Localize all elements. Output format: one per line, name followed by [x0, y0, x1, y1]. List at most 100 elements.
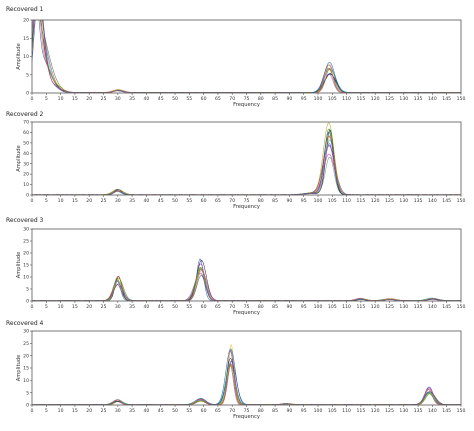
y-tick-label: 0 [26, 299, 29, 305]
plot-frame [31, 228, 462, 302]
x-tick-label: 120 [371, 304, 380, 310]
x-tick-label: 0 [31, 96, 34, 102]
series-group [32, 258, 461, 301]
series-line [32, 20, 461, 93]
x-tick-label: 20 [86, 408, 92, 414]
x-tick-label: 10 [58, 304, 64, 310]
x-tick-label: 55 [186, 198, 192, 204]
y-tick-label: 15 [23, 366, 29, 372]
plot-frame [31, 330, 462, 406]
series-line [32, 364, 461, 405]
x-tick-label: 55 [186, 304, 192, 310]
x-tick-label: 45 [158, 408, 164, 414]
x-tick-label: 20 [86, 96, 92, 102]
series-line [32, 268, 461, 301]
x-tick-label: 30 [115, 198, 121, 204]
y-tick-label: 25 [23, 239, 29, 245]
panel-4: Recovered 40 5 10 15 20 25 30 35 40 45 50 55 60 65 70 7… [6, 320, 465, 420]
series-line [32, 344, 461, 405]
y-tick-label: 50 [23, 140, 29, 146]
x-tick-label: 30 [115, 96, 121, 102]
x-tick-label: 25 [101, 198, 107, 204]
x-tick-label: 140 [428, 304, 437, 310]
x-tick-label: 40 [143, 96, 149, 102]
x-tick-label: 80 [258, 304, 264, 310]
x-tick-label: 15 [72, 304, 78, 310]
x-tick-label: 140 [428, 198, 437, 204]
series-line [32, 20, 461, 93]
x-tick-label: 135 [414, 304, 423, 310]
series-line [32, 134, 461, 195]
y-tick-label: 30 [23, 227, 29, 233]
x-tick-label: 35 [129, 96, 135, 102]
series-line [32, 275, 461, 301]
x-tick-label: 115 [357, 304, 366, 310]
x-tick-label: 60 [201, 96, 207, 102]
x-tick-label: 145 [442, 96, 451, 102]
series-line [32, 350, 461, 405]
x-tick-label: 0 [31, 304, 34, 310]
x-axis-label: Frequency [233, 414, 260, 420]
x-tick-label: 0 [31, 408, 34, 414]
series-line [32, 363, 461, 405]
x-tick-label: 145 [442, 408, 451, 414]
series-line [32, 364, 461, 405]
y-tick-label: 25 [23, 341, 29, 347]
x-tick-label: 110 [342, 304, 351, 310]
x-axis-label: Frequency [233, 310, 260, 316]
series-line [32, 20, 461, 93]
x-tick-label: 85 [272, 304, 278, 310]
series-line [32, 20, 461, 93]
x-tick-label: 10 [58, 96, 64, 102]
x-tick-label: 95 [301, 304, 307, 310]
x-tick-label: 105 [328, 408, 337, 414]
y-axis-label: Amplitude [16, 145, 22, 172]
x-tick-label: 70 [229, 198, 235, 204]
x-tick-label: 90 [286, 408, 292, 414]
x-tick-label: 20 [86, 198, 92, 204]
x-tick-label: 120 [371, 96, 380, 102]
y-tick-label: 10 [23, 275, 29, 281]
y-axis-label: Amplitude [16, 355, 22, 382]
x-tick-label: 150 [457, 304, 466, 310]
x-tick-label: 100 [314, 96, 323, 102]
x-tick-label: 125 [385, 304, 394, 310]
x-tick-label: 30 [115, 408, 121, 414]
x-tick-label: 65 [215, 408, 221, 414]
series-line [32, 267, 461, 301]
x-tick-label: 105 [328, 304, 337, 310]
x-tick-label: 45 [158, 304, 164, 310]
series-line [32, 131, 461, 195]
series-group [32, 20, 461, 93]
panel-title: Recovered 2 [6, 111, 44, 118]
series-line [32, 266, 461, 301]
series-line [32, 20, 461, 93]
x-tick-label: 125 [385, 408, 394, 414]
x-tick-label: 5 [45, 96, 48, 102]
series-line [32, 361, 461, 405]
x-tick-label: 70 [229, 96, 235, 102]
x-tick-label: 115 [357, 408, 366, 414]
x-tick-label: 70 [229, 304, 235, 310]
x-tick-label: 5 [45, 304, 48, 310]
y-tick-label: 20 [23, 353, 29, 359]
x-tick-label: 95 [301, 408, 307, 414]
x-tick-label: 110 [342, 96, 351, 102]
x-tick-label: 5 [45, 198, 48, 204]
x-tick-label: 125 [385, 96, 394, 102]
plot-frame [31, 19, 462, 94]
y-tick-label: 30 [23, 161, 29, 167]
x-tick-label: 85 [272, 198, 278, 204]
x-tick-label: 55 [186, 96, 192, 102]
x-tick-label: 150 [457, 198, 466, 204]
x-tick-label: 145 [442, 304, 451, 310]
series-line [32, 365, 461, 405]
series-line [32, 122, 461, 195]
x-tick-label: 105 [328, 96, 337, 102]
x-tick-label: 100 [314, 198, 323, 204]
x-tick-label: 90 [286, 304, 292, 310]
y-tick-label: 15 [23, 36, 29, 42]
x-tick-label: 55 [186, 408, 192, 414]
y-tick-label: 0 [26, 91, 29, 97]
x-tick-label: 70 [229, 408, 235, 414]
